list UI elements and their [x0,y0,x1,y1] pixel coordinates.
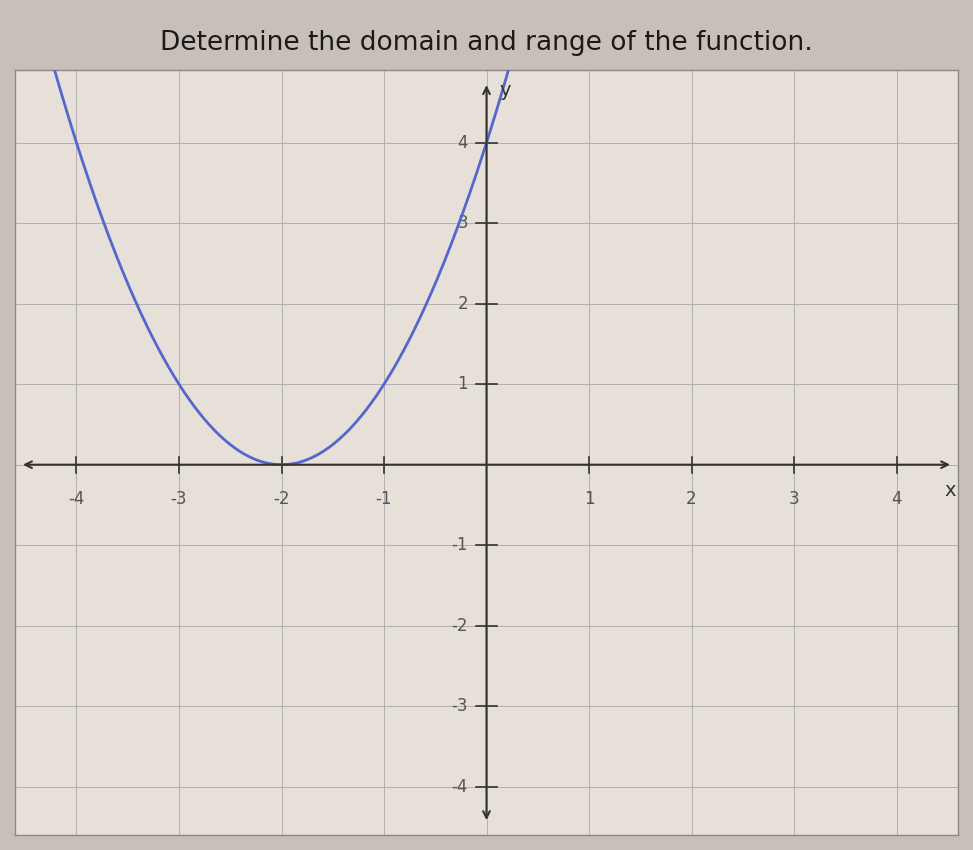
Text: 1: 1 [457,375,468,394]
Text: -2: -2 [273,490,290,508]
Text: 2: 2 [457,295,468,313]
Text: Determine the domain and range of the function.: Determine the domain and range of the fu… [161,30,812,56]
Text: -4: -4 [68,490,85,508]
Text: -2: -2 [451,617,468,635]
Text: -3: -3 [451,697,468,715]
Text: x: x [944,481,955,500]
Text: 4: 4 [891,490,902,508]
Text: 2: 2 [686,490,697,508]
Text: 3: 3 [457,214,468,232]
Text: -4: -4 [451,778,468,796]
Text: 4: 4 [457,133,468,151]
Text: -1: -1 [376,490,392,508]
Text: -3: -3 [170,490,187,508]
Text: 3: 3 [789,490,799,508]
Text: y: y [499,81,511,100]
Text: 1: 1 [584,490,595,508]
Text: -1: -1 [451,536,468,554]
